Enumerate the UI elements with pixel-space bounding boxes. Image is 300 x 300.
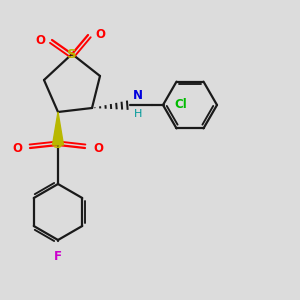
Text: F: F bbox=[54, 250, 62, 262]
Text: H: H bbox=[134, 109, 142, 119]
Text: S: S bbox=[67, 47, 77, 61]
Text: O: O bbox=[12, 142, 22, 154]
Polygon shape bbox=[52, 112, 64, 145]
Text: O: O bbox=[95, 28, 105, 41]
Text: O: O bbox=[35, 34, 45, 46]
Text: N: N bbox=[133, 88, 143, 101]
Text: S: S bbox=[53, 139, 63, 152]
Text: O: O bbox=[93, 142, 103, 154]
Text: Cl: Cl bbox=[175, 98, 188, 112]
